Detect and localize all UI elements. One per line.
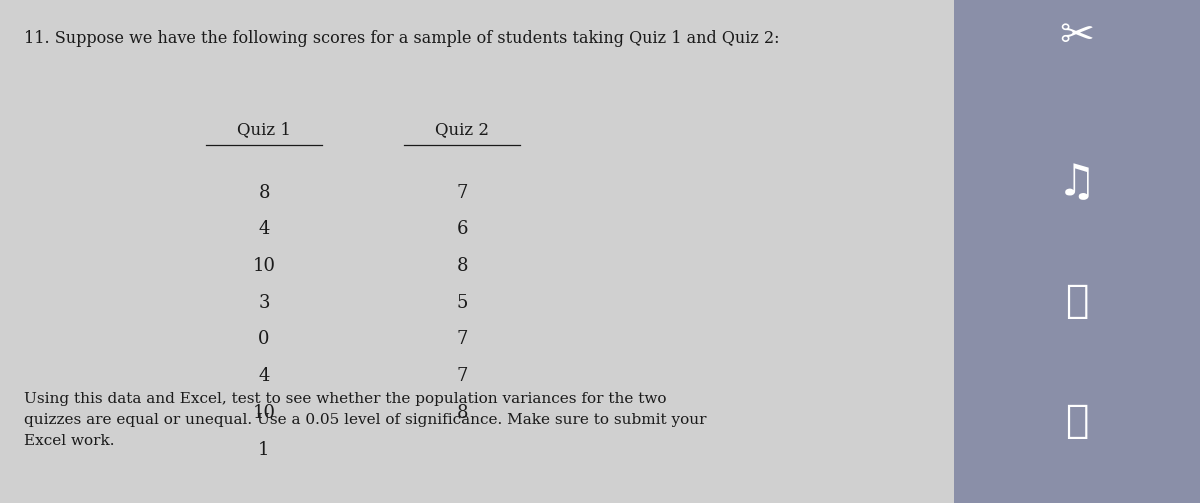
Text: 1: 1 (258, 441, 270, 459)
Text: ⧅: ⧅ (1066, 402, 1088, 441)
Text: 8: 8 (456, 404, 468, 422)
Text: Quiz 1: Quiz 1 (238, 121, 292, 138)
Text: Quiz 2: Quiz 2 (436, 121, 490, 138)
Text: 3: 3 (258, 294, 270, 312)
Text: 11. Suppose we have the following scores for a sample of students taking Quiz 1 : 11. Suppose we have the following scores… (24, 30, 780, 47)
FancyBboxPatch shape (954, 0, 1200, 503)
Text: 8: 8 (456, 257, 468, 275)
Text: 📎: 📎 (1066, 282, 1088, 320)
Text: Using this data and Excel, test to see whether the population variances for the : Using this data and Excel, test to see w… (24, 392, 707, 448)
Text: 10: 10 (252, 404, 276, 422)
Text: 7: 7 (456, 367, 468, 385)
Text: 0: 0 (258, 330, 270, 349)
Text: 5: 5 (456, 294, 468, 312)
Text: 7: 7 (456, 330, 468, 349)
Text: ✂: ✂ (1060, 15, 1094, 57)
Text: 10: 10 (252, 257, 276, 275)
Text: 8: 8 (258, 184, 270, 202)
Text: 7: 7 (456, 184, 468, 202)
Text: 4: 4 (258, 367, 270, 385)
Text: 4: 4 (258, 220, 270, 238)
Text: 6: 6 (456, 220, 468, 238)
Text: ♫: ♫ (1057, 161, 1097, 204)
FancyBboxPatch shape (0, 0, 954, 503)
